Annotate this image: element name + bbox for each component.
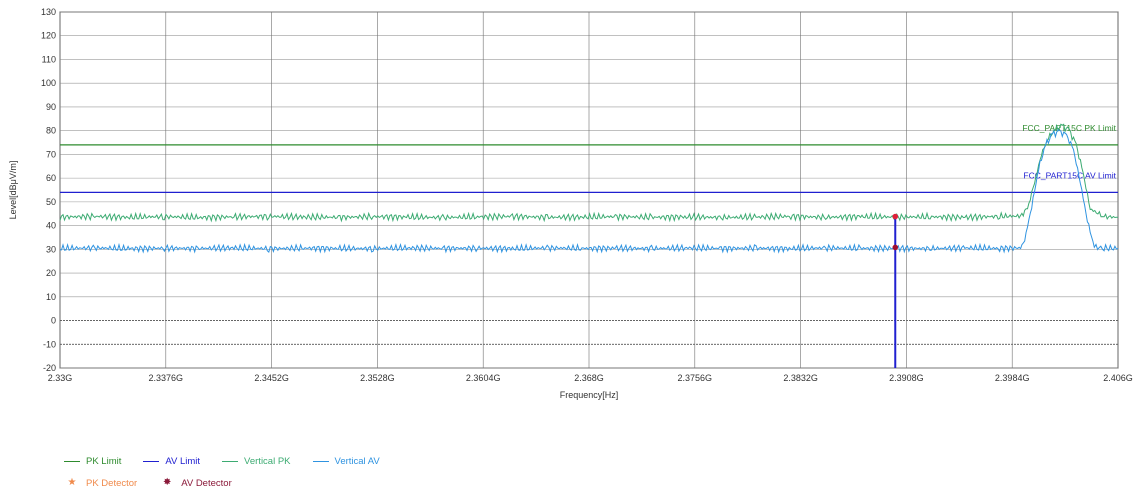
- series-traces: [59, 123, 1119, 254]
- limit-lines: FCC_PART15C PK Limit FCC_PART15C AV Limit: [60, 123, 1118, 193]
- y-tick-label: 20: [46, 268, 56, 278]
- legend-item: PK Limit: [64, 456, 121, 467]
- legend-item: Vertical PK: [222, 455, 291, 467]
- legend-label: Vertical PK: [244, 455, 291, 467]
- x-tick-label: 2.3984G: [995, 373, 1030, 383]
- y-tick-label: 70: [46, 149, 56, 159]
- detector-markers: [892, 213, 899, 368]
- x-axis-ticks: 2.33G 2.3376G 2.3452G 2.3528G 2.3604G 2.368G 2…: [48, 373, 1133, 383]
- x-tick-label: 2.3604G: [466, 373, 501, 383]
- series-line-vertical-pk: [59, 123, 1119, 223]
- detector-point-av: [892, 244, 899, 251]
- y-tick-label: 90: [46, 102, 56, 112]
- detector-point-pk: [892, 213, 899, 220]
- x-tick-label: 2.3376G: [149, 373, 184, 383]
- legend-label: PK Detector: [86, 477, 138, 489]
- legend-item: ★ PK Detector: [64, 477, 138, 489]
- y-tick-label: -10: [43, 339, 56, 349]
- x-tick-label: 2.3528G: [360, 373, 395, 383]
- legend-item: AV Limit: [143, 456, 200, 467]
- x-tick-label: 2.368G: [574, 373, 604, 383]
- limit-label-av: FCC_PART15C AV Limit: [1023, 170, 1116, 180]
- x-tick-label: 2.3908G: [889, 373, 924, 383]
- legend-swatch: [64, 460, 80, 462]
- y-tick-label: 130: [41, 7, 56, 17]
- x-tick-label: 2.3832G: [783, 373, 818, 383]
- y-tick-label: 30: [46, 244, 56, 254]
- legend-swatch: [143, 460, 160, 462]
- legend-label: Vertical AV: [334, 455, 380, 467]
- spectrum-chart: FCC_PART15C PK Limit FCC_PART15C AV Limit…: [8, 7, 1133, 400]
- x-tick-label: 2.33G: [48, 373, 73, 383]
- legend-row-symbols: ★ PK Detector ✸ AV Detector: [64, 472, 402, 494]
- legend-label: PK Limit: [86, 455, 122, 467]
- y-tick-label: 10: [46, 292, 56, 302]
- legend-label: AV Limit: [165, 455, 201, 467]
- grid-lines: [59, 11, 1119, 369]
- series-line-vertical-av: [60, 129, 1119, 254]
- y-axis-ticks: -20 -10 0 10 20 30 40 50 60 70 80 90 100 110 120 130: [41, 7, 56, 373]
- x-axis-label: Frequency[Hz]: [560, 390, 619, 400]
- legend-label: AV Detector: [181, 477, 232, 489]
- y-tick-label: -20: [43, 363, 56, 373]
- legend-symbol-icon: ★: [67, 477, 77, 488]
- legend-swatch: [312, 460, 329, 462]
- limit-label-pk: FCC_PART15C PK Limit: [1022, 123, 1116, 133]
- y-tick-label: 0: [51, 316, 56, 326]
- y-tick-label: 60: [46, 173, 56, 183]
- legend-swatch: [222, 460, 239, 462]
- x-tick-label: 2.3756G: [678, 373, 713, 383]
- y-tick-label: 120: [41, 31, 56, 41]
- x-tick-label: 2.406G: [1103, 373, 1133, 383]
- y-tick-label: 100: [41, 78, 56, 88]
- y-tick-label: 80: [46, 126, 56, 136]
- chart-legend: PK Limit AV Limit Vertical PK Vertical AV ★…: [64, 450, 402, 494]
- legend-symbol-icon: ✸: [163, 477, 172, 488]
- legend-item: ✸ AV Detector: [159, 478, 232, 489]
- legend-item: Vertical AV: [312, 455, 380, 467]
- legend-row-lines: PK Limit AV Limit Vertical PK Vertical AV: [64, 450, 402, 472]
- x-tick-label: 2.3452G: [254, 373, 289, 383]
- y-axis-label: Level[dBμV/m]: [8, 161, 18, 220]
- y-tick-label: 50: [46, 197, 56, 207]
- y-tick-label: 40: [46, 221, 56, 231]
- y-tick-label: 110: [42, 54, 56, 64]
